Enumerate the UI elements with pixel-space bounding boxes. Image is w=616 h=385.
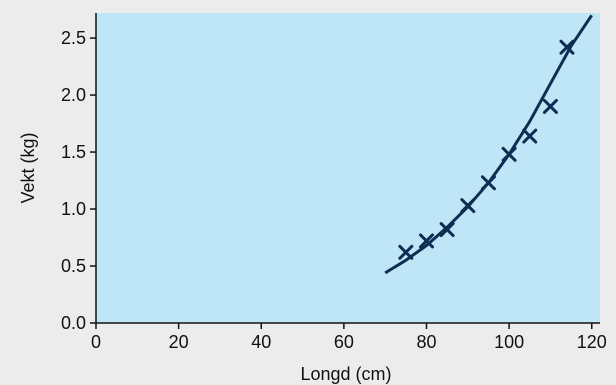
x-axis-label: Longd (cm) <box>300 364 391 384</box>
marks-layer <box>384 14 593 275</box>
data-point-marker <box>418 233 434 249</box>
data-point-marker <box>480 175 496 191</box>
data-point-marker <box>559 39 575 55</box>
y-tick-label: 0.5 <box>61 256 86 276</box>
x-tick-label: 60 <box>334 332 354 352</box>
y-tick-label: 0.0 <box>61 313 86 333</box>
ticks-layer: 0 20 40 60 80 100 120 0.0 0.5 1.0 1.5 2.0 2.5 <box>61 28 607 352</box>
y-tick-label: 2.5 <box>61 28 86 48</box>
data-point-marker <box>460 198 476 214</box>
data-point-marker <box>398 244 414 260</box>
data-point-marker <box>522 128 538 144</box>
data-point-marker <box>542 98 558 114</box>
x-tick-label: 80 <box>416 332 436 352</box>
data-point-marker <box>439 222 455 238</box>
y-axis-label: Vekt (kg) <box>18 132 38 203</box>
y-tick-label: 1.0 <box>61 199 86 219</box>
x-tick-label: 0 <box>91 332 101 352</box>
x-tick-label: 100 <box>494 332 524 352</box>
x-tick-label: 120 <box>577 332 607 352</box>
x-tick-label: 20 <box>169 332 189 352</box>
y-tick-label: 2.0 <box>61 85 86 105</box>
data-point-marker <box>501 146 517 162</box>
y-tick-label: 1.5 <box>61 142 86 162</box>
x-tick-label: 40 <box>251 332 271 352</box>
plot-area <box>96 13 600 323</box>
